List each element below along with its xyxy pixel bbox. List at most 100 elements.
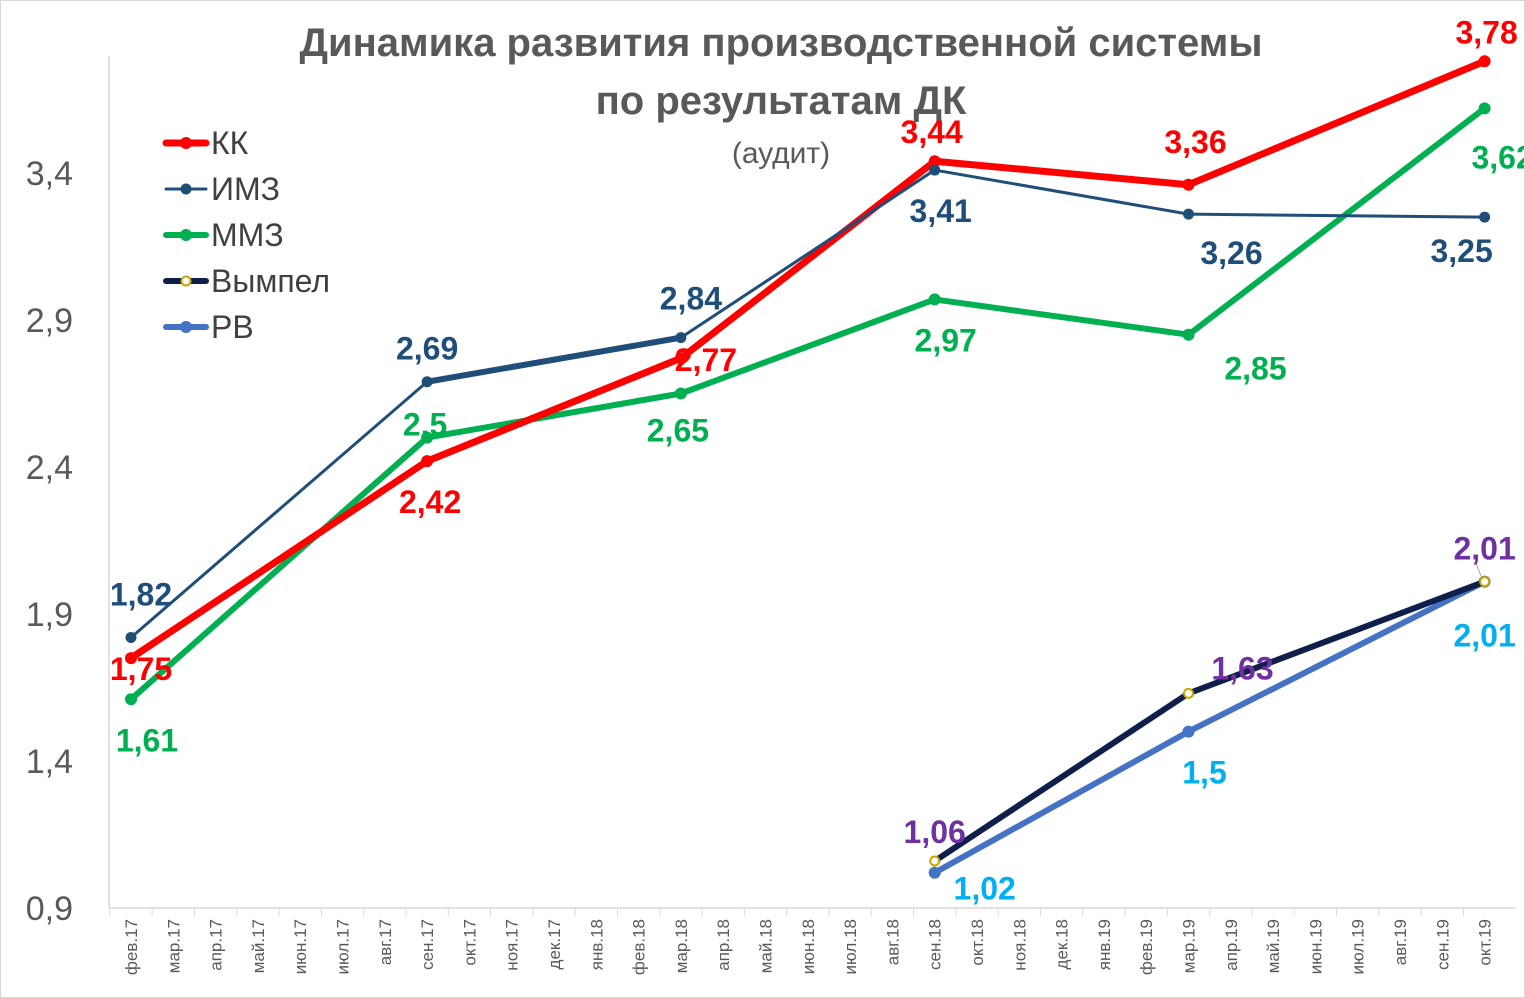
data-label: 2,84 [660, 281, 722, 317]
series-line-segment [1185, 57, 1489, 189]
data-label: 1,5 [1182, 755, 1226, 791]
data-label: 2,01 [1453, 618, 1515, 654]
data-point [1479, 211, 1491, 223]
data-label: 1,02 [954, 871, 1016, 907]
series-КК [125, 55, 1491, 665]
data-point [928, 866, 941, 879]
series-line-segment [424, 334, 684, 385]
data-label: 1,75 [110, 651, 172, 687]
series-line-segment [1185, 578, 1488, 697]
series-line-segment [423, 354, 685, 465]
data-label: 2,97 [915, 322, 977, 358]
x-tick-label: окт.19 [1476, 919, 1495, 966]
x-tick-label: июн.19 [1306, 919, 1325, 974]
x-tick-label: май.17 [249, 919, 268, 973]
legend-marker [180, 275, 192, 287]
x-tick-label: ноя.18 [1010, 919, 1029, 971]
chart-title: Динамика развития производственной систе… [299, 21, 1263, 65]
data-point [421, 455, 434, 468]
legend-label: РВ [211, 309, 254, 345]
data-point [1182, 725, 1195, 738]
data-point [928, 155, 941, 168]
x-tick-label: сен.17 [418, 919, 437, 970]
x-tick-label: мар.19 [1180, 919, 1199, 973]
data-label: 2,69 [396, 331, 458, 367]
data-point [929, 164, 941, 176]
legend-marker [180, 229, 192, 241]
legend-label: ММЗ [211, 217, 284, 253]
series-line-segment [1185, 578, 1488, 735]
x-tick-label: июл.17 [334, 919, 353, 974]
series-line-segment [931, 296, 1192, 338]
x-tick-label: сен.19 [1433, 919, 1452, 970]
data-label: 2,42 [399, 484, 461, 520]
legend-marker [180, 183, 192, 195]
legend-item: КК [162, 125, 249, 161]
data-label: 3,25 [1430, 233, 1492, 269]
data-point [928, 293, 941, 306]
x-tick-label: апр.17 [207, 919, 226, 971]
data-label: 1,63 [1211, 650, 1273, 686]
data-point [929, 855, 941, 867]
x-tick-label: ноя.17 [503, 919, 522, 971]
x-tick-label: окт.17 [460, 919, 479, 966]
series-line-segment [127, 457, 431, 662]
data-point [1479, 576, 1491, 588]
series-line-segment [677, 296, 938, 397]
data-point [1183, 208, 1194, 220]
series-line-segment [424, 390, 684, 441]
x-tick-label: июл.19 [1349, 919, 1368, 974]
data-label: 3,26 [1200, 235, 1262, 271]
legend-item: ИМЗ [164, 171, 280, 207]
y-tick-label: 0,9 [26, 890, 73, 928]
legend-item: ММЗ [163, 217, 284, 253]
series-line-segment [129, 380, 429, 640]
x-tick-label: дек.17 [545, 919, 564, 969]
y-tick-label: 1,9 [26, 596, 73, 634]
data-point [674, 387, 687, 400]
x-tick-label: мар.17 [164, 919, 183, 973]
chart-title-line2: по результатам ДК [595, 79, 967, 123]
series-line-segment [128, 434, 431, 703]
series-line-segment [931, 157, 1192, 189]
x-tick-label: сен.18 [926, 919, 945, 970]
x-tick-label: апр.19 [1222, 919, 1241, 971]
data-label: 1,61 [116, 722, 178, 758]
x-tick-label: июн.17 [291, 919, 310, 974]
x-tick-label: авг.19 [1391, 919, 1410, 965]
legend-marker [180, 137, 192, 149]
chart-subtitle: (аудит) [731, 137, 831, 170]
series-РВ [928, 575, 1491, 879]
x-tick-label: май.18 [757, 919, 776, 973]
series-ИМЗ [125, 164, 1491, 644]
data-point [125, 652, 137, 665]
x-tick-label: июл.18 [841, 919, 860, 974]
data-point [421, 376, 433, 388]
series-line-segment [677, 157, 939, 362]
y-tick-label: 1,4 [26, 743, 73, 781]
legend-label: КК [211, 125, 249, 161]
x-tick-label: окт.18 [968, 919, 987, 966]
x-tick-label: дек.18 [1053, 919, 1072, 969]
data-point [125, 693, 137, 706]
data-point [1182, 178, 1195, 191]
x-tick-label: фев.19 [1137, 919, 1156, 975]
x-tick-label: июн.18 [799, 919, 818, 974]
data-label: 2,5 [403, 407, 447, 443]
data-point [1478, 102, 1491, 115]
x-tick-label: янв.18 [587, 919, 606, 970]
legend-item: РВ [163, 309, 254, 345]
data-label: 2,65 [647, 413, 709, 449]
data-point [674, 352, 687, 365]
data-label: 2,85 [1224, 351, 1286, 387]
x-tick-label: мар.18 [672, 919, 691, 973]
x-tick-label: авг.17 [376, 919, 395, 965]
y-tick-label: 3,4 [26, 155, 73, 193]
legend-label: Вымпел [211, 263, 330, 299]
data-label: 2,77 [675, 342, 737, 378]
data-label: 3,78 [1455, 14, 1517, 50]
x-tick-label: авг.18 [883, 919, 902, 965]
x-tick-label: янв.19 [1095, 919, 1114, 970]
